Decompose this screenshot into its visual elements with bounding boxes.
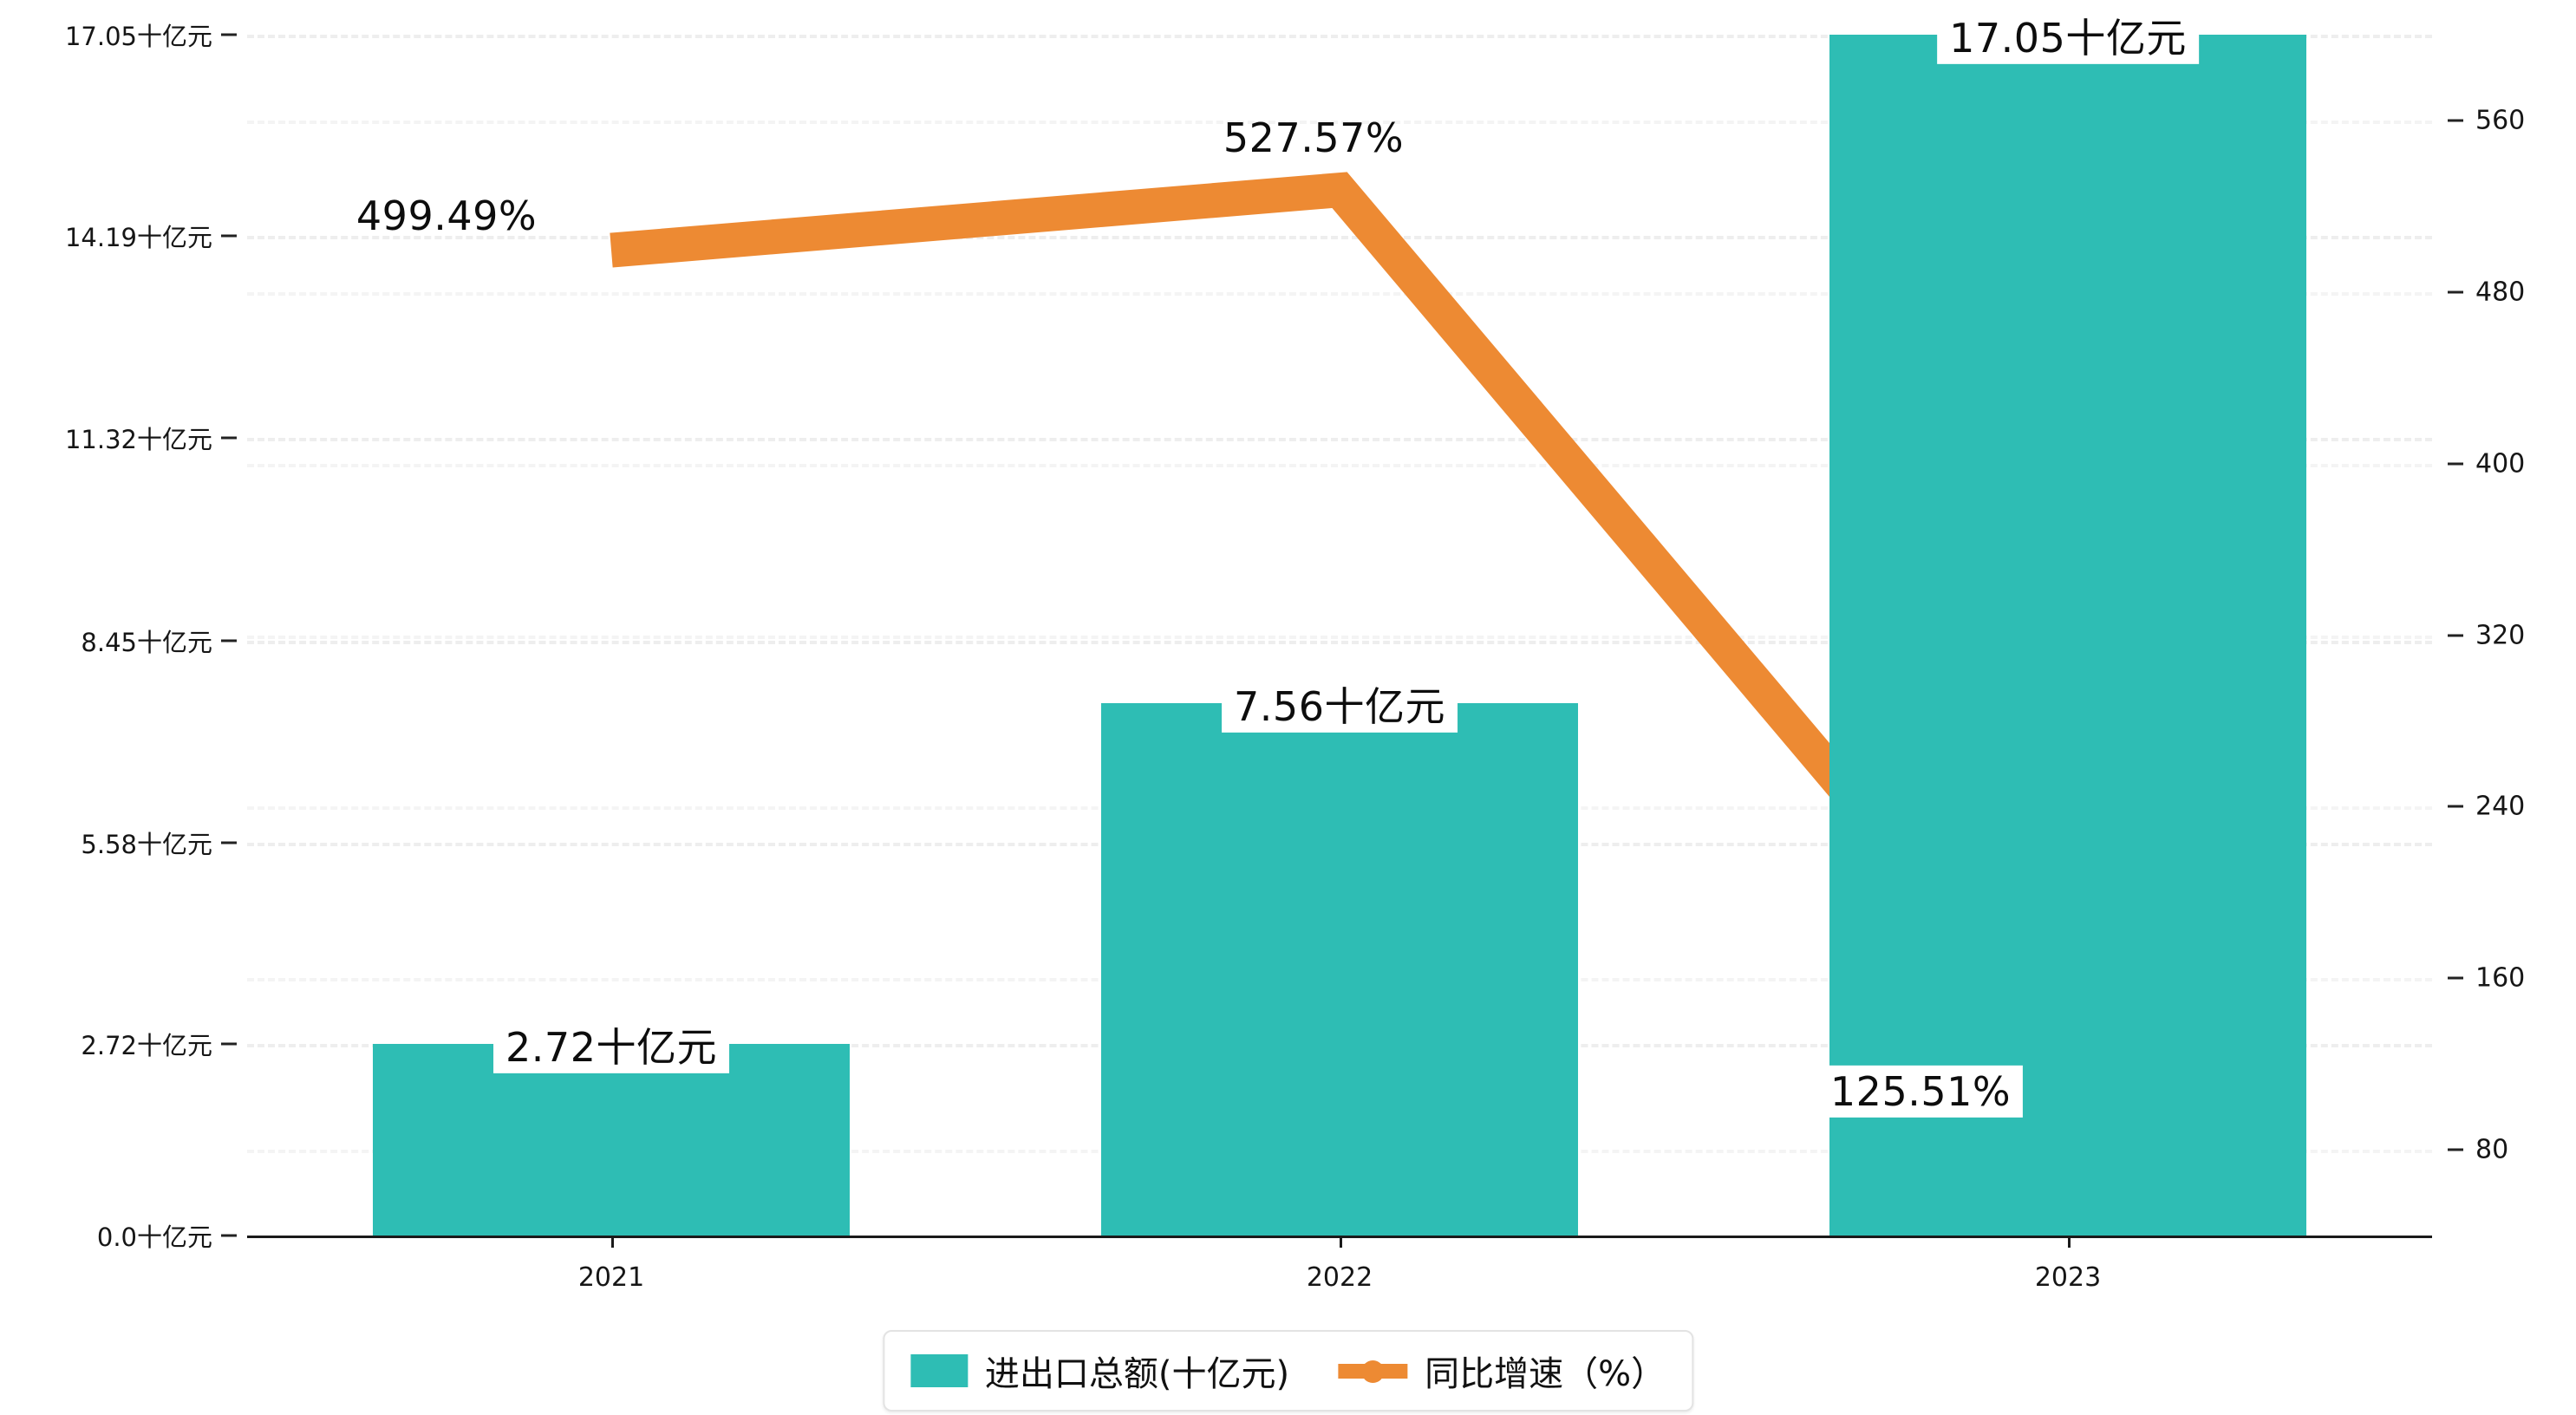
legend-item-import-export-total[interactable]: 进出口总额(十亿元) bbox=[910, 1346, 1289, 1396]
bar-2021[interactable] bbox=[372, 1044, 851, 1236]
left-axis-tick-label: 14.19十亿元 bbox=[64, 223, 212, 253]
bar-swatch-icon bbox=[910, 1354, 968, 1387]
left-axis-tick-mark bbox=[221, 234, 237, 238]
right-axis-tick-mark bbox=[2448, 976, 2463, 980]
bar-value-label-2023: 17.05十亿元 bbox=[1937, 11, 2199, 65]
x-axis-tick-mark bbox=[611, 1236, 614, 1248]
right-axis-tick-label: 560 bbox=[2475, 105, 2526, 136]
line-value-label-2022: 527.57% bbox=[1223, 114, 1405, 161]
left-axis-tick-mark bbox=[221, 33, 237, 36]
x-axis-tick-mark bbox=[2068, 1236, 2071, 1248]
bar-value-label-2021: 2.72十亿元 bbox=[493, 1020, 729, 1074]
gridline-left bbox=[247, 35, 2432, 38]
left-axis-tick-label: 5.58十亿元 bbox=[81, 829, 212, 859]
left-axis-tick-label: 17.05十亿元 bbox=[64, 22, 212, 51]
legend-item-growth-rate[interactable]: 同比增速（%） bbox=[1338, 1346, 1666, 1396]
right-axis-tick-mark bbox=[2448, 1148, 2463, 1151]
right-axis-tick-label: 160 bbox=[2475, 962, 2526, 994]
legend-label-import-export-total: 进出口总额(十亿元) bbox=[984, 1354, 1290, 1394]
legend-label-growth-rate: 同比增速（%） bbox=[1425, 1354, 1666, 1394]
right-axis-tick-label: 480 bbox=[2475, 277, 2526, 308]
right-axis-tick-label: 80 bbox=[2475, 1134, 2509, 1165]
bar-2022[interactable] bbox=[1100, 702, 1579, 1236]
right-axis-tick-mark bbox=[2448, 462, 2463, 466]
right-axis-tick-mark bbox=[2448, 119, 2463, 122]
gridline-right bbox=[247, 120, 2432, 124]
right-axis-tick-label: 320 bbox=[2475, 620, 2526, 650]
right-axis-tick-mark bbox=[2448, 290, 2463, 294]
left-axis-tick-mark bbox=[221, 1234, 237, 1237]
x-axis-tick-label-2022: 2022 bbox=[1306, 1262, 1373, 1293]
left-axis-tick-label: 0.0十亿元 bbox=[96, 1223, 212, 1252]
bar-2023[interactable] bbox=[1829, 35, 2307, 1236]
right-axis-tick-mark bbox=[2448, 634, 2463, 636]
left-axis-tick-mark bbox=[221, 436, 237, 440]
x-axis-tick-mark bbox=[1340, 1236, 1342, 1248]
x-axis-tick-label-2021: 2021 bbox=[577, 1262, 645, 1293]
bar-value-label-2022: 7.56十亿元 bbox=[1222, 680, 1458, 734]
right-axis-tick-label: 400 bbox=[2475, 448, 2526, 479]
left-axis-tick-mark bbox=[221, 639, 237, 642]
chart-legend: 进出口总额(十亿元) 同比增速（%） bbox=[882, 1330, 1694, 1412]
left-axis-tick-label: 2.72十亿元 bbox=[81, 1031, 212, 1061]
line-value-label-2021: 499.49% bbox=[355, 192, 538, 239]
right-axis-tick-mark bbox=[2448, 805, 2463, 808]
line-value-label-2023: 125.51% bbox=[1817, 1065, 2024, 1118]
left-axis-tick-label: 8.45十亿元 bbox=[81, 627, 212, 657]
x-axis-tick-label-2023: 2023 bbox=[2034, 1262, 2102, 1293]
right-axis-tick-label: 240 bbox=[2475, 791, 2526, 822]
left-axis-tick-mark bbox=[221, 1042, 237, 1046]
line-swatch-icon bbox=[1338, 1354, 1408, 1387]
left-axis-tick-mark bbox=[221, 841, 237, 844]
left-axis-tick-label: 11.32十亿元 bbox=[64, 425, 212, 455]
